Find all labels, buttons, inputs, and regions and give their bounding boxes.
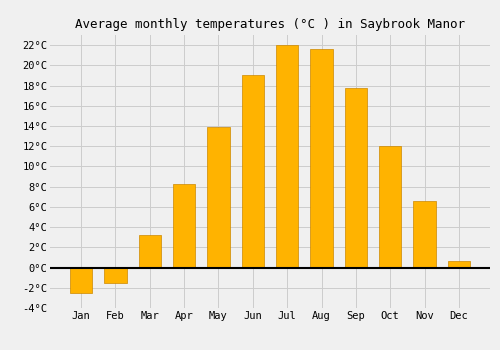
Bar (379, 146, 402, 267)
Bar (276, 45, 298, 267)
Bar (344, 88, 367, 267)
Bar (242, 76, 264, 267)
Bar (310, 49, 332, 267)
Bar (448, 261, 470, 267)
Bar (173, 184, 196, 267)
Title: Average monthly temperatures (°C ) in Saybrook Manor: Average monthly temperatures (°C ) in Sa… (75, 18, 465, 31)
Bar (104, 267, 126, 283)
Bar (138, 235, 161, 267)
Bar (414, 201, 436, 267)
Bar (70, 267, 92, 293)
Bar (208, 127, 230, 267)
